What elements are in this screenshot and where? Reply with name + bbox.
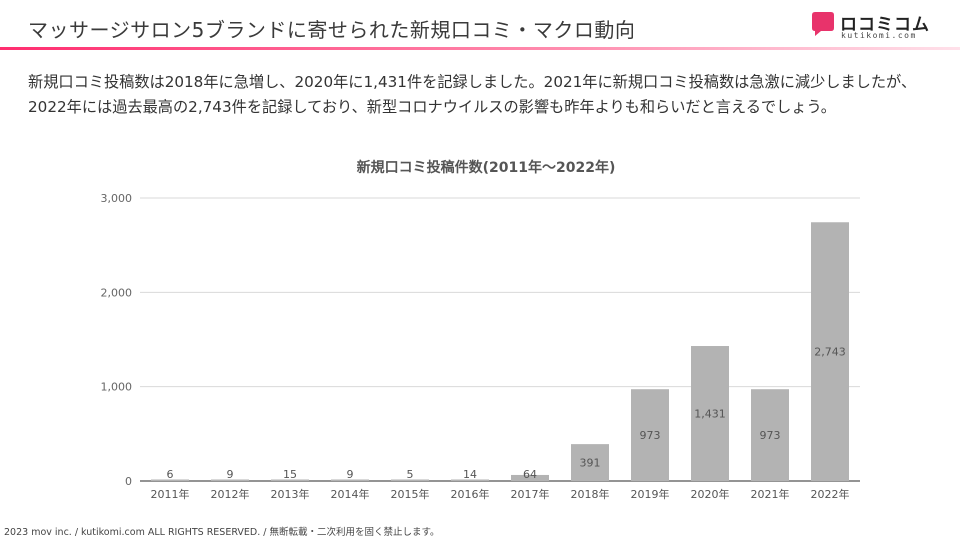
data-label: 64 (523, 468, 537, 481)
slide-title: マッサージサロン5ブランドに寄せられた新規口コミ・マクロ動向 (28, 18, 636, 42)
header-divider (0, 47, 960, 50)
x-tick-label: 2022年 (811, 487, 850, 501)
y-tick-label: 0 (125, 475, 132, 488)
y-tick-label: 3,000 (101, 192, 133, 205)
data-label: 2,743 (814, 346, 846, 359)
x-tick-label: 2015年 (391, 487, 430, 501)
bar (511, 474, 549, 481)
brand-url: kutikomi.com (841, 31, 917, 40)
bar (391, 479, 429, 481)
x-tick-label: 2011年 (151, 487, 190, 501)
bar (151, 479, 189, 481)
bar-chart: 新規口コミ投稿件数(2011年〜2022年) 0 1,000 2,000 3,000 6 2… (101, 159, 860, 501)
x-tick-label: 2018年 (571, 487, 610, 501)
bar (451, 479, 489, 481)
bar (211, 479, 249, 481)
data-label: 391 (580, 457, 601, 470)
bar (331, 479, 369, 481)
x-tick-label: 2021年 (751, 487, 790, 501)
y-tick-label: 1,000 (101, 381, 133, 394)
data-label: 6 (167, 468, 174, 481)
x-tick-label: 2020年 (691, 487, 730, 501)
x-tick-label: 2013年 (271, 487, 310, 501)
bar (691, 346, 729, 481)
bar (271, 479, 309, 481)
bar (571, 444, 609, 481)
data-label: 973 (640, 429, 661, 442)
data-label: 5 (407, 468, 414, 481)
data-label: 15 (283, 468, 297, 481)
data-label: 9 (227, 468, 234, 481)
y-tick-label: 2,000 (101, 286, 133, 299)
bar (751, 389, 789, 481)
x-tick-label: 2012年 (211, 487, 250, 501)
speech-bubble-icon (812, 12, 834, 36)
chart-title: 新規口コミ投稿件数(2011年〜2022年) (357, 159, 616, 176)
slide-header: マッサージサロン5ブランドに寄せられた新規口コミ・マクロ動向 ロコミコム kut… (0, 0, 960, 52)
data-label: 9 (347, 468, 354, 481)
lead-paragraph: 新規口コミ投稿数は2018年に急増し、2020年に1,431件を記録しました。2… (28, 73, 917, 116)
x-tick-label: 2014年 (331, 487, 370, 501)
bar (631, 389, 669, 481)
x-tick-label: 2019年 (631, 487, 670, 501)
x-tick-label: 2016年 (451, 487, 490, 501)
bar (811, 222, 849, 482)
brand-logo[interactable]: ロコミコム kutikomi.com (812, 10, 929, 42)
data-label: 14 (463, 468, 477, 481)
data-label: 973 (760, 429, 781, 442)
brand-name: ロコミコム (840, 15, 930, 35)
x-tick-label: 2017年 (511, 487, 550, 501)
data-label: 1,431 (694, 408, 726, 421)
footer-copyright: 2023 mov inc. / kutikomi.com ALL RIGHTS … (4, 527, 440, 538)
